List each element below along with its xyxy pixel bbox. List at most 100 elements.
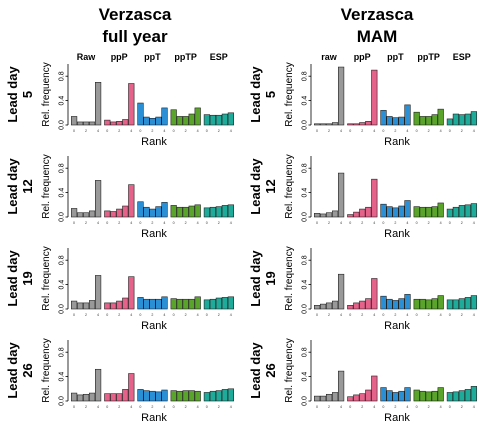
bar-ppp-rank-1: [353, 394, 360, 402]
rank-tick-label: 0: [416, 313, 418, 317]
bar-ppp-rank-1: [353, 123, 360, 126]
rank-tick-label: 4: [163, 129, 165, 133]
lead-day-value: 12: [263, 179, 278, 193]
bar-esp-rank-4: [470, 386, 478, 402]
bar-pptp-rank-0: [413, 389, 420, 402]
rank-tick-label: 4: [130, 313, 132, 317]
bar-pptp-rank-1: [419, 298, 426, 310]
bar-raw-rank-1: [319, 395, 327, 402]
rank-tick-label: 0: [106, 405, 108, 409]
bar-ppt-rank-4: [161, 296, 168, 310]
lead-day-value: 19: [263, 271, 278, 285]
y-tick-label: 0.4: [59, 96, 66, 106]
rank-tick-label: 2: [218, 405, 220, 409]
bar-ppt-rank-3: [398, 116, 405, 126]
rank-tick-label: 4: [340, 405, 342, 409]
bar-ppp-rank-2: [116, 208, 123, 218]
rank-tick-label: 2: [218, 221, 220, 225]
bar-esp-rank-2: [215, 114, 223, 126]
bar-ppp-rank-2: [116, 393, 123, 402]
bar-raw-rank-0: [71, 300, 78, 310]
bar-ppp-rank-4: [128, 373, 135, 402]
rank-tick-label: 0: [106, 221, 108, 225]
bar-ppt-rank-3: [398, 205, 405, 218]
bar-pptp-rank-1: [176, 206, 183, 218]
y-tick-label: 0.8: [302, 71, 309, 81]
bar-raw-rank-1: [319, 213, 327, 218]
rank-tick-label: 0: [106, 129, 108, 133]
bar-ppp-rank-4: [128, 83, 135, 126]
bar-pptp-rank-4: [437, 108, 444, 126]
bar-pptp-rank-4: [194, 390, 201, 402]
rank-tick-label: 0: [206, 313, 208, 317]
bar-pptp-rank-1: [176, 298, 183, 310]
bar-ppp-rank-4: [128, 276, 135, 310]
rank-tick-label: 2: [85, 221, 87, 225]
bar-raw-rank-1: [77, 121, 84, 126]
rank-tick-label: 0: [139, 405, 141, 409]
bar-pptp-rank-0: [170, 205, 177, 218]
bar-ppp-rank-4: [128, 184, 135, 218]
bar-ppt-rank-2: [149, 117, 156, 126]
rank-tick-label: 0: [449, 129, 451, 133]
bar-raw-rank-2: [83, 393, 90, 402]
bar-esp-rank-4: [470, 203, 478, 218]
bar-ppp-rank-4: [371, 375, 378, 402]
bar-ppp-rank-2: [116, 300, 123, 310]
bar-ppp-rank-2: [359, 393, 366, 402]
rank-tick-label: 2: [428, 405, 430, 409]
x-axis-label: Rank: [384, 412, 410, 424]
bar-ppp-rank-0: [104, 210, 111, 218]
rank-tick-label: 0: [206, 405, 208, 409]
bar-esp-rank-3: [221, 297, 229, 310]
bar-raw-rank-3: [331, 122, 339, 126]
bar-esp-rank-1: [452, 113, 460, 126]
lead-day-value: 26: [20, 363, 35, 377]
y-tick-label: 0.4: [59, 372, 66, 382]
bar-pptp-rank-1: [419, 206, 426, 218]
bar-ppp-rank-3: [122, 389, 129, 402]
bar-raw-rank-2: [83, 212, 90, 218]
rank-tick-label: 2: [218, 313, 220, 317]
rank-tick-label: 2: [428, 221, 430, 225]
bar-pptp-rank-3: [431, 390, 438, 402]
x-axis-label: Rank: [384, 136, 410, 148]
bar-esp-rank-2: [458, 205, 466, 218]
lead-day-value: 5: [263, 91, 278, 98]
bar-pptp-rank-3: [188, 113, 195, 126]
bar-raw-rank-1: [77, 394, 84, 402]
bar-pptp-rank-4: [194, 107, 201, 126]
bar-esp-rank-1: [452, 206, 460, 218]
rank-tick-label: 0: [449, 221, 451, 225]
method-label-ppp: ppP: [354, 52, 371, 62]
bar-ppt-rank-4: [404, 387, 411, 402]
rank-tick-label: 0: [316, 313, 318, 317]
rank-tick-label: 4: [230, 221, 232, 225]
rank-tick-label: 2: [85, 313, 87, 317]
rank-tick-label: 2: [461, 221, 463, 225]
bar-ppp-rank-3: [122, 119, 129, 126]
rank-tick-label: 4: [197, 405, 199, 409]
bar-ppt-rank-1: [386, 206, 393, 218]
y-tick-label: 0.8: [302, 163, 309, 173]
bar-raw-rank-4: [95, 82, 102, 126]
rank-tick-label: 0: [449, 313, 451, 317]
rank-tick-label: 4: [406, 221, 408, 225]
bar-esp-rank-1: [452, 391, 460, 402]
bar-esp-rank-3: [464, 389, 472, 402]
bar-pptp-rank-0: [170, 109, 177, 126]
rank-tick-label: 2: [185, 129, 187, 133]
y-tick-label: 0.4: [59, 280, 66, 290]
rank-tick-label: 4: [440, 129, 442, 133]
method-label-pptp: ppTP: [417, 52, 440, 62]
rank-tick-label: 4: [373, 129, 375, 133]
lead-day-value: 5: [20, 91, 35, 98]
rank-tick-label: 2: [361, 405, 363, 409]
bar-ppp-rank-1: [110, 393, 117, 402]
bar-raw-rank-3: [331, 210, 339, 218]
bar-esp-rank-3: [221, 389, 229, 402]
lead-day-value: 19: [20, 271, 35, 285]
bar-ppp-rank-1: [110, 211, 117, 218]
bar-esp-rank-3: [221, 205, 229, 218]
lead-day-label: Lead day: [5, 66, 20, 123]
